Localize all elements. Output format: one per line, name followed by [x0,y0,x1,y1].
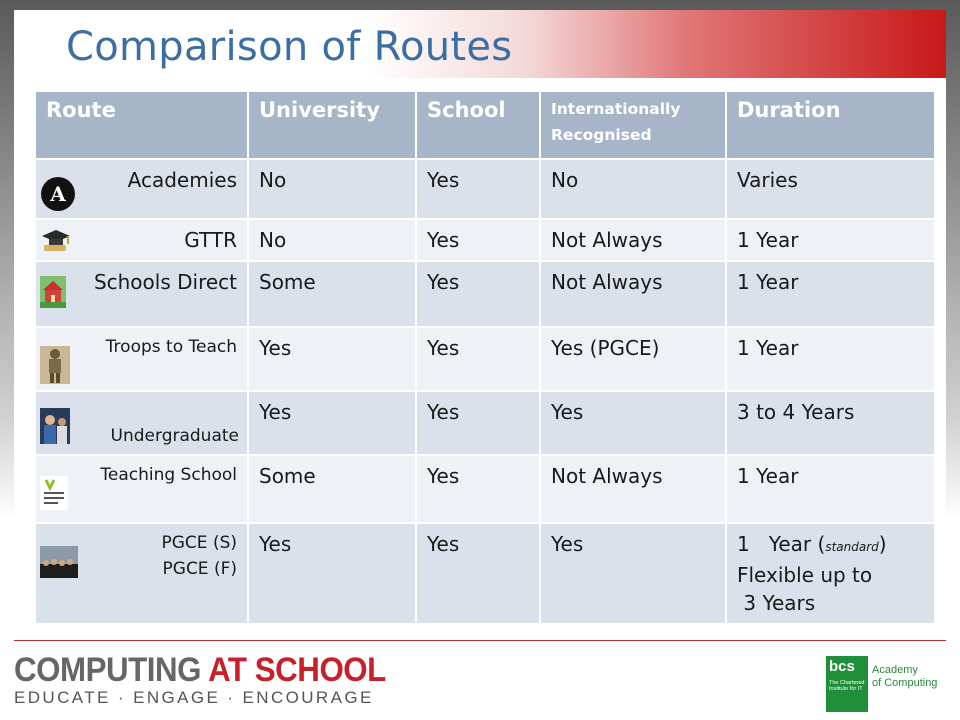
route-name: Undergraduate [110,426,239,446]
route-cell: A Academies [34,158,249,220]
routes-comparison-table: Route University School Internationally … [34,90,936,625]
university-cell: Yes [247,522,417,625]
route-cell: PGCE (S) PGCE (F) [34,522,249,625]
duration-note: standard [825,540,879,554]
route-cell: Troops to Teach [34,326,249,392]
title-band [14,10,946,78]
intl-cell: Yes [539,522,727,625]
duration-line1: 1 Year (standard) [737,532,887,556]
university-cell: No [247,158,417,220]
table-row: A Academies No Yes No Varies [34,158,936,220]
university-cell: Yes [247,326,417,392]
duration-cell: 1 Year [725,326,936,392]
students-photo-icon [40,408,70,444]
duration-cell: 1 Year [725,454,936,524]
route-name-line2: PGCE (F) [162,559,237,579]
duration-cell: 1 Year (standard) Flexible up to 3 Years [725,522,936,625]
university-cell: Some [247,454,417,524]
school-cell: Yes [415,218,541,262]
route-name: Teaching School [100,465,237,485]
table-header-row: Route University School Internationally … [34,90,936,160]
intl-cell: Yes (PGCE) [539,326,727,392]
duration-line3: 3 Years [737,591,816,615]
svg-text:A: A [49,182,66,206]
computing-at-school-logo: COMPUTING AT SCHOOL EDUCATE · ENGAGE · E… [14,652,418,708]
academies-logo-icon: A [41,177,75,211]
header-route: Route [34,90,249,160]
footer-divider [14,640,946,641]
cas-word-at-school: AT SCHOOL [208,651,386,689]
bcs-line1: Academy [872,664,918,676]
table-row: GTTR No Yes Not Always 1 Year [34,218,936,262]
university-cell: No [247,218,417,262]
route-cell: Undergraduate [34,390,249,456]
bcs-mark: bcs The Chartered Institute for IT [826,656,868,712]
route-name: Troops to Teach [105,337,237,357]
university-cell: Yes [247,390,417,456]
slide: Comparison of Routes Route University Sc… [14,10,946,720]
bcs-mark-text: bcs [829,658,855,675]
route-name-line1: PGCE (S) [161,533,238,553]
intl-cell: Not Always [539,260,727,328]
header-university: University [247,90,417,160]
school-cell: Yes [415,260,541,328]
school-cell: Yes [415,454,541,524]
route-cell: Teaching School [34,454,249,524]
graduation-cap-icon [42,230,70,251]
intl-cell: Yes [539,390,727,456]
bcs-academy-text: Academy of Computing [872,664,937,690]
group-photo-icon [40,546,78,578]
school-cell: Yes [415,390,541,456]
duration-cell: 1 Year [725,260,936,328]
header-internationally-recognised: Internationally Recognised [539,90,727,160]
cas-tagline: EDUCATE · ENGAGE · ENCOURAGE [14,688,374,707]
header-duration: Duration [725,90,936,160]
table-row: Undergraduate Yes Yes Yes 3 to 4 Years [34,390,936,456]
soldier-photo-icon [40,346,70,384]
duration-line2: Flexible up to [737,563,873,587]
intl-cell: No [539,158,727,220]
cas-word-computing: COMPUTING [14,651,202,689]
intl-cell: Not Always [539,218,727,262]
bcs-line2: of Computing [872,677,938,689]
school-cell: Yes [415,158,541,220]
duration-cell: 1 Year [725,218,936,262]
route-cell: GTTR [34,218,249,262]
table-row: Teaching School Some Yes Not Always 1 Ye… [34,454,936,524]
table-row: PGCE (S) PGCE (F) Yes Yes Yes 1 Year (st… [34,522,936,625]
route-name: Academies [127,168,237,192]
cas-wordmark: COMPUTING AT SCHOOL [14,652,386,688]
bcs-tagline: The Chartered Institute for IT [829,680,865,692]
national-teaching-school-logo-icon [40,476,68,510]
school-cell: Yes [415,522,541,625]
school-building-icon [40,276,66,308]
table-row: Schools Direct Some Yes Not Always 1 Yea… [34,260,936,328]
table-row: Troops to Teach Yes Yes Yes (PGCE) 1 Yea… [34,326,936,392]
route-name: Schools Direct [93,270,237,294]
school-cell: Yes [415,326,541,392]
university-cell: Some [247,260,417,328]
bcs-academy-logo: bcs The Chartered Institute for IT Acade… [826,656,946,712]
duration-cell: Varies [725,158,936,220]
route-name: GTTR [184,228,237,252]
route-cell: Schools Direct [34,260,249,328]
page-title: Comparison of Routes [66,24,513,70]
intl-cell: Not Always [539,454,727,524]
duration-cell: 3 to 4 Years [725,390,936,456]
header-school: School [415,90,541,160]
